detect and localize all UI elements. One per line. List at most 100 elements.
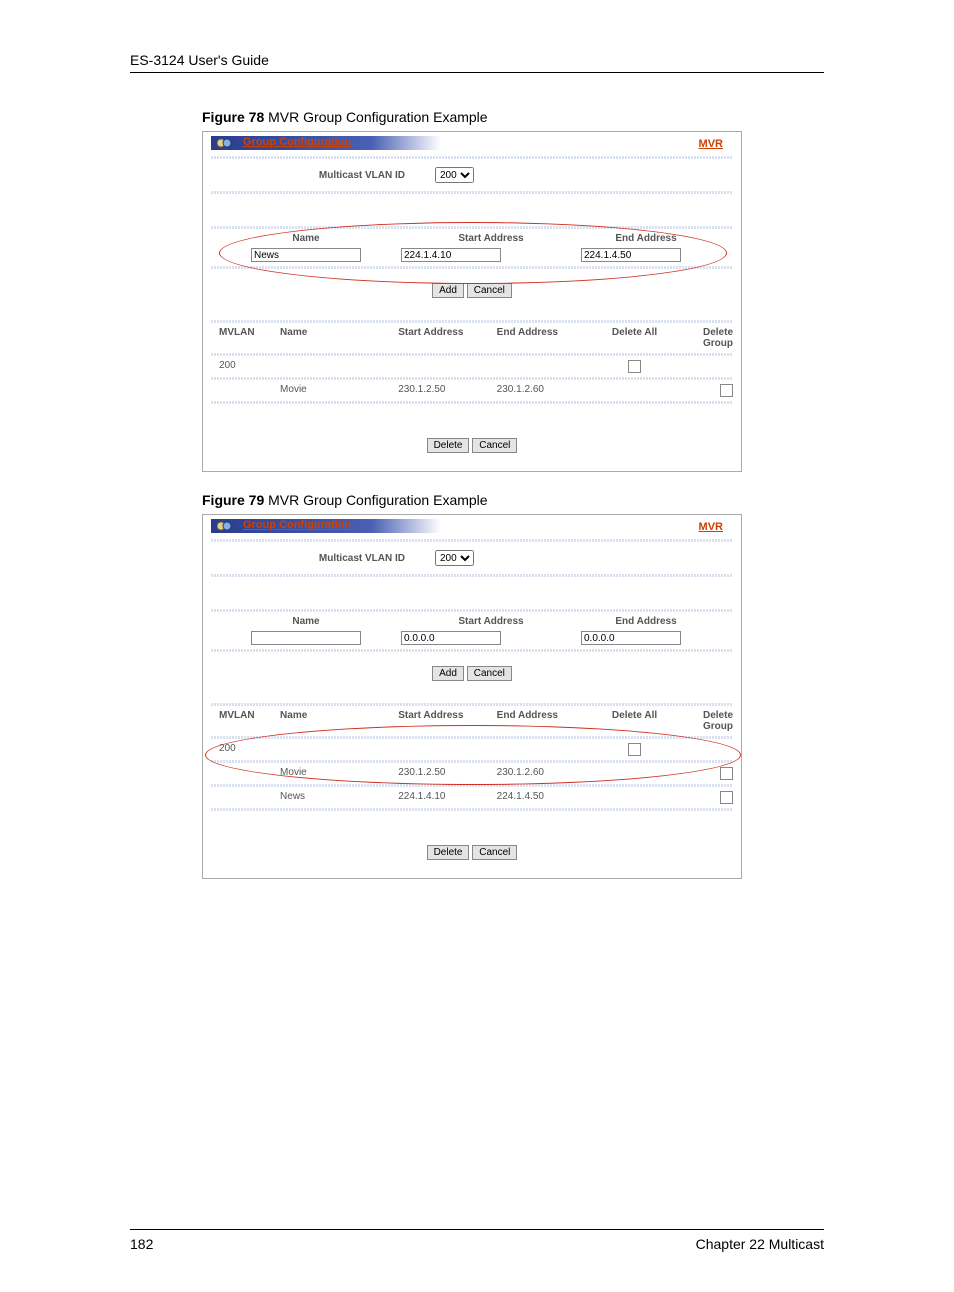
vlan-label: Multicast VLAN ID	[215, 553, 435, 564]
cell-end	[497, 743, 595, 756]
cell-delete-all	[595, 743, 674, 756]
cell-name: News	[280, 791, 398, 804]
separator	[211, 353, 733, 356]
cancel-button[interactable]: Cancel	[472, 845, 517, 860]
th-delete-all: Delete All	[595, 327, 674, 349]
separator	[211, 266, 733, 269]
cell-name	[280, 743, 398, 756]
delete-button[interactable]: Delete	[427, 438, 470, 453]
panel-title: Group Configuration	[243, 519, 351, 531]
cell-delete-all	[595, 384, 674, 397]
header-name: Name	[211, 233, 401, 244]
figure79-title: MVR Group Configuration Example	[264, 492, 487, 508]
th-start: Start Address	[398, 710, 496, 732]
cell-delete-group	[674, 743, 733, 756]
cancel-button[interactable]: Cancel	[467, 666, 512, 681]
group-table-body: 200Movie230.1.2.50230.1.2.60News224.1.4.…	[211, 741, 733, 811]
header-start: Start Address	[401, 616, 581, 627]
name-input[interactable]	[251, 248, 361, 262]
cell-end: 224.1.4.50	[497, 791, 595, 804]
add-button[interactable]: Add	[432, 666, 464, 681]
figure78-caption: Figure 78 MVR Group Configuration Exampl…	[202, 109, 824, 125]
separator	[211, 539, 733, 542]
add-button-row: Add Cancel	[211, 271, 733, 306]
delete-group-checkbox[interactable]	[720, 384, 733, 397]
cell-delete-group	[674, 360, 733, 373]
separator	[211, 226, 733, 229]
cancel-button[interactable]: Cancel	[472, 438, 517, 453]
separator	[211, 191, 733, 194]
vlan-label: Multicast VLAN ID	[215, 170, 435, 181]
separator	[211, 703, 733, 706]
header-name: Name	[211, 616, 401, 627]
separator	[211, 377, 733, 380]
page-header: ES-3124 User's Guide	[130, 52, 824, 68]
group-input-row	[211, 246, 733, 264]
panel-titlebar: Group Configuration MVR	[211, 136, 733, 154]
group-table-header: MVLAN Name Start Address End Address Del…	[211, 325, 733, 351]
figure78-panel: Group Configuration MVR Multicast VLAN I…	[202, 131, 742, 472]
th-mvlan: MVLAN	[211, 327, 280, 349]
panel-titlebar: Group Configuration MVR	[211, 519, 733, 537]
cell-end	[497, 360, 595, 373]
cell-mvlan: 200	[211, 360, 280, 373]
add-button[interactable]: Add	[432, 283, 464, 298]
cell-mvlan	[211, 384, 280, 397]
th-end: End Address	[497, 327, 595, 349]
delete-button-row: Delete Cancel	[211, 426, 733, 461]
page-number: 182	[130, 1236, 153, 1252]
th-name: Name	[280, 710, 398, 732]
group-fields-header: Name Start Address End Address	[211, 614, 733, 629]
separator	[211, 609, 733, 612]
cell-end: 230.1.2.60	[497, 767, 595, 780]
cell-start	[398, 360, 496, 373]
delete-all-checkbox[interactable]	[628, 360, 641, 373]
footer-rule	[130, 1229, 824, 1230]
cell-start: 224.1.4.10	[398, 791, 496, 804]
cell-name: Movie	[280, 384, 398, 397]
cell-mvlan	[211, 767, 280, 780]
vlan-row: Multicast VLAN ID 200	[211, 161, 733, 189]
delete-button-row: Delete Cancel	[211, 833, 733, 868]
cell-delete-all	[595, 767, 674, 780]
add-button-row: Add Cancel	[211, 654, 733, 689]
delete-group-checkbox[interactable]	[720, 767, 733, 780]
group-input-row	[211, 629, 733, 647]
th-delete-all: Delete All	[595, 710, 674, 732]
figure79-number: Figure 79	[202, 492, 264, 508]
delete-all-checkbox[interactable]	[628, 743, 641, 756]
separator	[211, 401, 733, 404]
th-mvlan: MVLAN	[211, 710, 280, 732]
separator	[211, 156, 733, 159]
table-row: Movie230.1.2.50230.1.2.60	[211, 765, 733, 782]
panel-title: Group Configuration	[243, 136, 351, 148]
mvr-link[interactable]: MVR	[699, 521, 723, 533]
header-rule	[130, 72, 824, 73]
cell-delete-all	[595, 360, 674, 373]
start-address-input[interactable]	[401, 248, 501, 262]
separator	[211, 320, 733, 323]
separator	[211, 808, 733, 811]
end-address-input[interactable]	[581, 631, 681, 645]
th-name: Name	[280, 327, 398, 349]
table-row: News224.1.4.10224.1.4.50	[211, 789, 733, 806]
vlan-select[interactable]: 200	[435, 550, 474, 566]
cell-name: Movie	[280, 767, 398, 780]
delete-group-checkbox[interactable]	[720, 791, 733, 804]
cancel-button[interactable]: Cancel	[467, 283, 512, 298]
start-address-input[interactable]	[401, 631, 501, 645]
mvr-link[interactable]: MVR	[699, 138, 723, 150]
cell-delete-group	[674, 767, 733, 780]
figure78-title: MVR Group Configuration Example	[264, 109, 487, 125]
cell-delete-group	[674, 791, 733, 804]
vlan-select[interactable]: 200	[435, 167, 474, 183]
group-table-body: 200 Movie230.1.2.50230.1.2.60	[211, 358, 733, 404]
tab-icon	[217, 137, 235, 149]
group-fields-header: Name Start Address End Address	[211, 231, 733, 246]
cell-delete-all	[595, 791, 674, 804]
end-address-input[interactable]	[581, 248, 681, 262]
delete-button[interactable]: Delete	[427, 845, 470, 860]
name-input[interactable]	[251, 631, 361, 645]
figure79-caption: Figure 79 MVR Group Configuration Exampl…	[202, 492, 824, 508]
table-row: Movie230.1.2.50230.1.2.60	[211, 382, 733, 399]
